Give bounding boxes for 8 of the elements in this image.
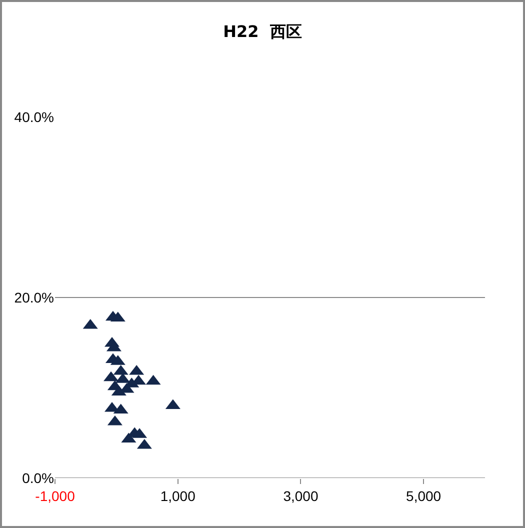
chart-title: H22 西区 — [223, 22, 302, 41]
y-tick-label: 20.0% — [14, 289, 54, 306]
y-tick-label: 40.0% — [14, 108, 54, 125]
x-tick-label: -1,000 — [35, 488, 76, 504]
x-tick-label: 5,000 — [406, 488, 442, 504]
x-tick-label: 3,000 — [283, 488, 318, 504]
x-tick-label: 1,000 — [160, 488, 196, 504]
y-tick-label: 0.0% — [22, 470, 54, 486]
